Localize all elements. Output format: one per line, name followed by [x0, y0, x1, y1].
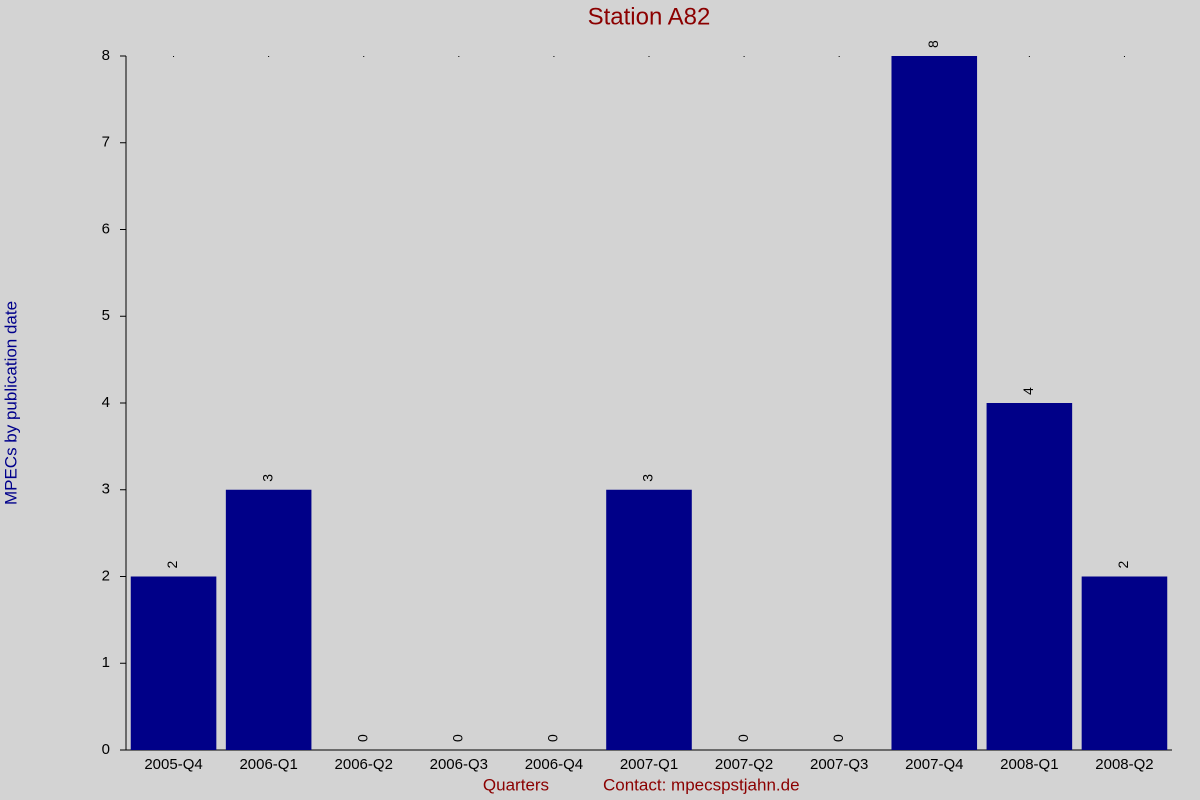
x-tick-label: 2007-Q3 — [810, 756, 868, 773]
value-label: 3 — [259, 474, 275, 482]
y-tick-label: 6 — [102, 220, 110, 237]
bar — [606, 489, 692, 750]
y-axis-label: MPECs by publication date — [1, 301, 20, 505]
bar — [1081, 576, 1168, 750]
value-label: 4 — [1020, 387, 1036, 395]
y-tick-label: 1 — [102, 654, 110, 671]
x-tick-label: 2006-Q3 — [430, 756, 488, 773]
y-tick-label: 8 — [102, 47, 110, 64]
bar — [891, 56, 978, 750]
y-tick-label: 5 — [102, 307, 110, 324]
top-dot — [553, 56, 555, 57]
value-label: 0 — [354, 734, 370, 742]
top-dot — [838, 56, 840, 57]
contact: Contact: mpecspstjahn.de — [603, 775, 800, 794]
value-label: 2 — [164, 561, 180, 569]
bar — [225, 489, 312, 750]
top-dot — [1028, 56, 1030, 57]
top-dot — [648, 56, 650, 57]
value-label: 0 — [545, 734, 561, 742]
top-dot — [268, 56, 270, 57]
value-label: 3 — [640, 474, 656, 482]
bar — [986, 403, 1073, 750]
x-tick-label: 2006-Q2 — [335, 756, 393, 773]
y-tick-label: 0 — [102, 741, 110, 758]
value-label: 8 — [925, 40, 941, 48]
value-label: 0 — [830, 734, 846, 742]
top-dot — [743, 56, 745, 57]
x-tick-label: 2006-Q1 — [239, 756, 297, 773]
y-tick-label: 3 — [102, 481, 110, 498]
x-tick-label: 2008-Q2 — [1095, 756, 1153, 773]
y-tick-label: 7 — [102, 134, 110, 151]
value-label: 2 — [1115, 561, 1131, 569]
top-dot — [363, 56, 365, 57]
bar — [130, 576, 217, 750]
x-tick-label: 2005-Q4 — [144, 756, 202, 773]
value-label: 0 — [735, 734, 751, 742]
top-dot — [173, 56, 175, 57]
x-axis-label: Quarters — [483, 775, 549, 794]
top-dot — [1123, 56, 1125, 57]
x-tick-label: 2008-Q1 — [1000, 756, 1058, 773]
chart-title: Station A82 — [588, 3, 711, 30]
x-tick-label: 2007-Q1 — [620, 756, 678, 773]
y-tick-label: 4 — [102, 394, 110, 411]
top-dot — [458, 56, 460, 57]
value-label: 0 — [450, 734, 466, 742]
x-tick-label: 2006-Q4 — [525, 756, 583, 773]
x-tick-label: 2007-Q2 — [715, 756, 773, 773]
y-tick-label: 2 — [102, 567, 110, 584]
x-tick-label: 2007-Q4 — [905, 756, 963, 773]
